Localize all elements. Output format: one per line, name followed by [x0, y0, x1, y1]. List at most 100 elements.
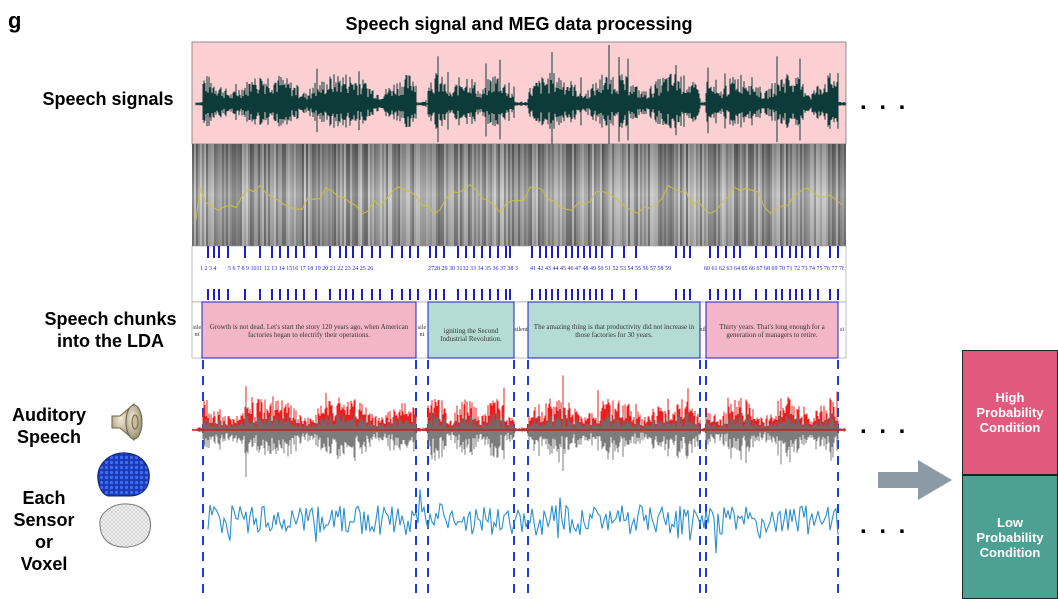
spectrogram-column	[810, 144, 812, 246]
chunk-4-box	[705, 301, 839, 359]
spectrogram-column	[674, 144, 676, 246]
spectrogram-column	[736, 144, 738, 246]
spectrogram-column	[278, 144, 280, 246]
spectrogram-column	[434, 144, 436, 246]
spectrogram-column	[362, 144, 364, 246]
chunk-4-text: Thirty years. That's long enough for a g…	[719, 323, 825, 339]
spectrogram-column	[374, 144, 376, 246]
spectrogram-column	[424, 144, 426, 246]
gap-label-4: sil	[700, 327, 706, 333]
spectrogram-column	[670, 144, 672, 246]
spectrogram-column	[624, 144, 626, 246]
spectrogram-column	[632, 144, 634, 246]
spectrogram-column	[806, 144, 808, 246]
spectrogram-column	[432, 144, 434, 246]
spectrogram-column	[542, 144, 544, 246]
spectrogram-column	[634, 144, 636, 246]
spectrogram-column	[716, 144, 718, 246]
gap-label-3: silent	[514, 327, 528, 333]
spectrogram-column	[276, 144, 278, 246]
spectrogram-column	[722, 144, 724, 246]
spectrogram-column	[386, 144, 388, 246]
spectrogram-column	[430, 144, 432, 246]
spectrogram-column	[472, 144, 474, 246]
spectrogram-column	[412, 144, 414, 246]
spectrogram-column	[480, 144, 482, 246]
spectrogram-column	[390, 144, 392, 246]
label-sensor-line3: or	[35, 532, 53, 552]
spectrogram-column	[458, 144, 460, 246]
low-probability-label: Low Probability Condition	[976, 514, 1044, 560]
spectrogram-column	[302, 144, 304, 246]
spectrogram-column	[834, 144, 836, 246]
spectrogram-column	[286, 144, 288, 246]
spectrogram-column	[294, 144, 296, 246]
spectrogram-column	[324, 144, 326, 246]
spectrogram-column	[380, 144, 382, 246]
spectrogram-column	[452, 144, 454, 246]
spectrogram-column	[234, 144, 236, 246]
ellipsis-auditory: . . .	[860, 412, 909, 439]
spectrogram-column	[696, 144, 698, 246]
word-numbers-group-4: 41 42 43 44 45 46 47 48 49 50 51 52 53 5…	[530, 266, 671, 272]
spectrogram-column	[392, 144, 394, 246]
spectrogram-column	[486, 144, 488, 246]
spectrogram-column	[334, 144, 336, 246]
spectrogram-column	[310, 144, 312, 246]
spectrogram-column	[498, 144, 500, 246]
spectrogram-column	[516, 144, 518, 246]
ellipsis-meg: . . .	[860, 512, 909, 539]
word-numbers-group-1: 1 2 3 4	[200, 266, 217, 272]
spectrogram-column	[738, 144, 740, 246]
spectrogram-column	[648, 144, 650, 246]
label-sensor-line2: Sensor	[13, 510, 75, 530]
spectrogram-column	[300, 144, 302, 246]
spectrogram-column	[702, 144, 704, 246]
spectrogram-column	[466, 144, 468, 246]
spectrogram-column	[822, 144, 824, 246]
spectrogram-column	[522, 144, 524, 246]
high-probability-condition-box: High Probability Condition	[962, 350, 1058, 475]
spectrogram-column	[502, 144, 504, 246]
spectrogram-column	[652, 144, 654, 246]
spectrogram-column	[574, 144, 576, 246]
spectrogram-column	[760, 144, 762, 246]
spectrogram-column	[408, 144, 410, 246]
spectrogram-column	[232, 144, 234, 246]
spectrogram-column	[346, 144, 348, 246]
spectrogram-column	[254, 144, 256, 246]
spectrogram-column	[676, 144, 678, 246]
spectrogram-column	[538, 144, 540, 246]
spectrogram-column	[220, 144, 222, 246]
spectrogram-column	[410, 144, 412, 246]
spectrogram-column	[402, 144, 404, 246]
spectrogram-column	[532, 144, 534, 246]
spectrogram-column	[668, 144, 670, 246]
spectrogram-column	[224, 144, 226, 246]
spectrogram-column	[600, 144, 602, 246]
spectrogram-column	[322, 144, 324, 246]
spectrogram-column	[262, 144, 264, 246]
spectrogram-column	[524, 144, 526, 246]
spectrogram-column	[654, 144, 656, 246]
spectrogram-column	[492, 144, 494, 246]
spectrogram-column	[554, 144, 556, 246]
spectrogram-column	[488, 144, 490, 246]
spectrogram-column	[364, 144, 366, 246]
spectrogram-column	[694, 144, 696, 246]
spectrogram-column	[584, 144, 586, 246]
spectrogram-column	[734, 144, 736, 246]
spectrogram-column	[576, 144, 578, 246]
spectrogram-column	[776, 144, 778, 246]
spectrogram-column	[358, 144, 360, 246]
spectrogram-column	[724, 144, 726, 246]
spectrogram-column	[836, 144, 838, 246]
spectrogram-column	[752, 144, 754, 246]
spectrogram-column	[820, 144, 822, 246]
spectrogram-column	[246, 144, 248, 246]
spectrogram-column	[756, 144, 758, 246]
panel-letter: g	[8, 8, 22, 33]
spectrogram-column	[642, 144, 644, 246]
spectrogram-column	[422, 144, 424, 246]
spectrogram-column	[330, 144, 332, 246]
